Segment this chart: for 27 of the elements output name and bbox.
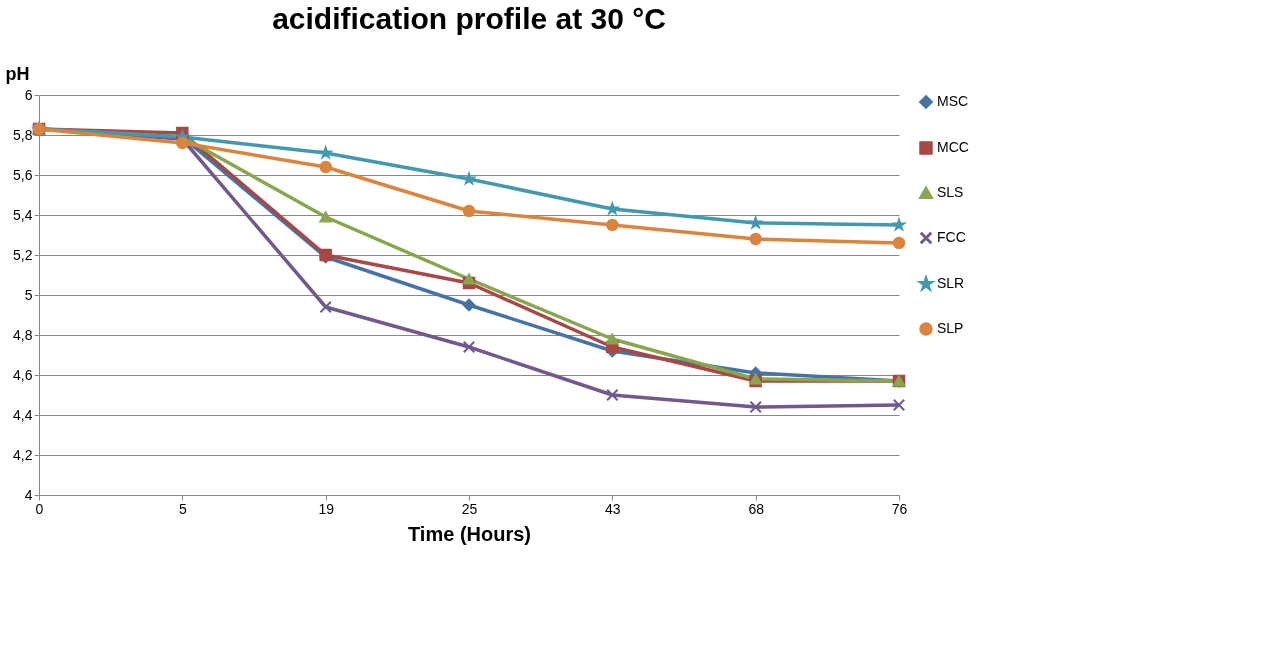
legend-label: MSC: [937, 93, 969, 109]
y-tick-label: 5,6: [13, 166, 33, 183]
y-tick-label: 6: [24, 86, 33, 103]
y-tick-label: 4: [24, 486, 33, 503]
y-tick-label: 4,8: [13, 326, 33, 343]
legend-label: SLS: [937, 184, 964, 200]
y-tick-label: 5,8: [13, 126, 33, 143]
x-axis-title: Time (Hours): [408, 522, 531, 545]
x-tick-label: 76: [891, 500, 908, 517]
y-tick-label: 5,4: [13, 206, 33, 223]
legend-label: MCC: [937, 139, 969, 155]
x-tick-label: 0: [35, 500, 44, 517]
y-tick-label: 4,4: [13, 406, 33, 423]
y-axis-title: pH: [5, 63, 30, 84]
legend-label: FCC: [937, 229, 966, 245]
x-tick-label: 25: [461, 500, 478, 517]
legend-label: SLP: [937, 320, 964, 336]
x-tick-label: 43: [605, 500, 621, 517]
y-tick-label: 5: [24, 286, 33, 303]
chart-title: acidification profile at 30 °C: [272, 2, 666, 35]
y-tick-label: 4,2: [13, 446, 33, 463]
y-tick-label: 4,6: [13, 366, 33, 383]
x-tick-label: 5: [178, 500, 187, 517]
x-tick-label: 19: [318, 500, 335, 517]
y-tick-label: 5,2: [13, 246, 33, 263]
x-tick-label: 68: [748, 500, 765, 517]
legend-label: SLR: [937, 275, 965, 291]
